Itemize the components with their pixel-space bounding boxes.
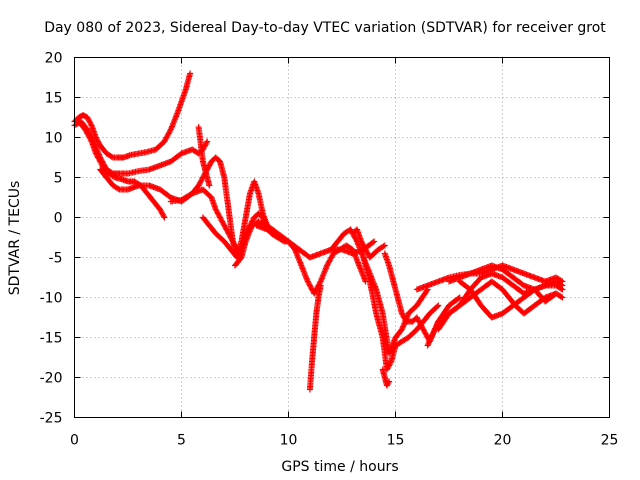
data-point bbox=[87, 137, 94, 144]
y-tick-label: -5 bbox=[49, 251, 63, 267]
data-point bbox=[115, 185, 122, 192]
x-tick-label: 25 bbox=[601, 433, 619, 449]
y-tick-label: 0 bbox=[54, 211, 63, 227]
data-point bbox=[434, 303, 441, 310]
y-tick-label: -10 bbox=[40, 291, 63, 307]
data-point bbox=[558, 281, 565, 288]
data-point bbox=[435, 302, 442, 309]
plot-frame bbox=[74, 57, 610, 418]
chart-title: Day 080 of 2023, Sidereal Day-to-day VTE… bbox=[44, 20, 606, 36]
data-point bbox=[369, 239, 376, 246]
axis-ticks: 0 5 10 15 20 25 -25 -20 -15 -10 -5 0 5 10 15 20 bbox=[40, 51, 619, 449]
data-point bbox=[387, 359, 394, 366]
data-point bbox=[381, 242, 388, 249]
data-series bbox=[253, 222, 369, 297]
data-point bbox=[380, 243, 387, 250]
x-tick-label: 5 bbox=[177, 433, 186, 449]
data-point bbox=[559, 294, 566, 301]
data-series bbox=[349, 226, 388, 261]
data-point bbox=[317, 282, 324, 289]
data-point bbox=[385, 379, 392, 386]
y-tick-label: -25 bbox=[40, 411, 63, 427]
data-series bbox=[306, 282, 324, 393]
data-point bbox=[455, 295, 462, 302]
y-tick-label: 15 bbox=[45, 91, 63, 107]
y-tick-label: 5 bbox=[54, 171, 63, 187]
data-point bbox=[161, 214, 168, 221]
data-point bbox=[160, 213, 167, 220]
data-point bbox=[558, 293, 565, 300]
x-tick-label: 15 bbox=[387, 433, 405, 449]
y-tick-label: 20 bbox=[45, 51, 63, 67]
x-tick-label: 10 bbox=[280, 433, 298, 449]
data-series bbox=[71, 70, 194, 161]
x-axis-title: GPS time / hours bbox=[281, 459, 398, 475]
data-series bbox=[75, 118, 168, 221]
data-point bbox=[206, 182, 213, 189]
y-axis-title: SDTVAR / TECUs bbox=[7, 181, 23, 296]
data-point bbox=[167, 127, 174, 134]
data-point bbox=[203, 139, 210, 146]
x-tick-label: 0 bbox=[70, 433, 79, 449]
data-marks bbox=[71, 70, 566, 393]
data-point bbox=[187, 70, 194, 77]
y-tick-label: 10 bbox=[45, 131, 63, 147]
grid bbox=[74, 57, 610, 418]
data-point bbox=[87, 121, 94, 128]
data-point bbox=[371, 238, 378, 245]
data-point bbox=[559, 282, 566, 289]
data-series bbox=[360, 254, 442, 373]
y-tick-label: -20 bbox=[40, 371, 63, 387]
data-point bbox=[204, 138, 211, 145]
data-point bbox=[386, 378, 393, 385]
data-point bbox=[85, 117, 92, 124]
data-series bbox=[446, 262, 566, 305]
data-series bbox=[167, 154, 271, 261]
y-tick-label: -15 bbox=[40, 331, 63, 347]
data-series bbox=[195, 124, 213, 189]
x-tick-label: 20 bbox=[494, 433, 512, 449]
data-point bbox=[108, 153, 115, 160]
data-series bbox=[379, 366, 393, 389]
